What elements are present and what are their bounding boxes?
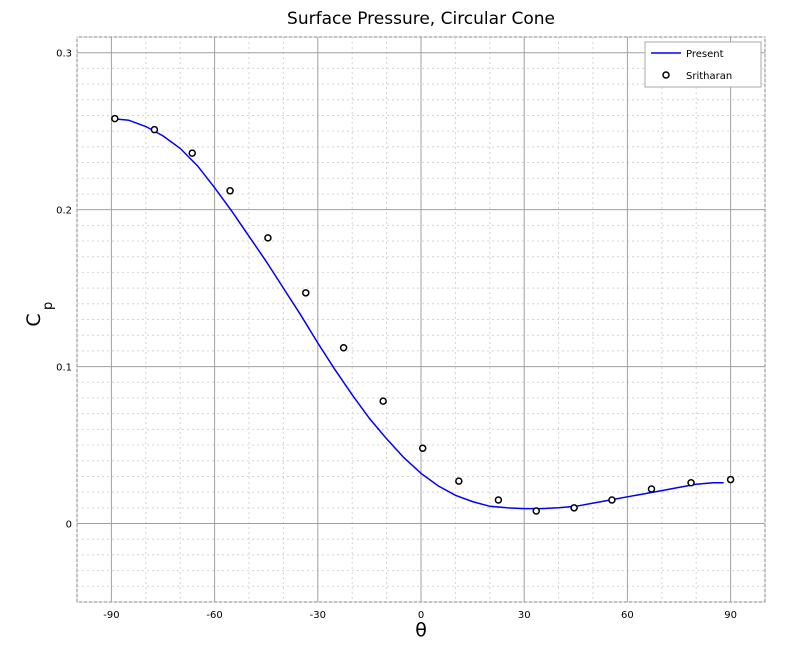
series-line-present	[111, 117, 724, 510]
data-point-sritharan	[418, 444, 427, 452]
x-tick-label: 30	[518, 610, 531, 621]
data-point-sritharan	[570, 504, 578, 512]
x-tick-label: -60	[206, 610, 222, 621]
legend-label-sritharan: Sritharan	[686, 71, 732, 82]
data-point-sritharan	[226, 187, 234, 195]
data-point-sritharan	[379, 397, 387, 405]
x-tick-label: 0	[418, 610, 424, 621]
y-axis-label: C p	[23, 302, 56, 327]
plot-area: -90 -60 -30 0 30 60 90 0 0.1 0.2 0.3	[56, 36, 766, 621]
data-point-sritharan	[188, 149, 196, 157]
x-tick-label: 90	[724, 610, 737, 621]
legend-label-present: Present	[686, 49, 724, 60]
data-point-sritharan	[302, 289, 310, 297]
data-point-sritharan	[608, 496, 616, 504]
data-point-sritharan	[264, 234, 272, 242]
data-point-sritharan	[726, 475, 735, 484]
legend-marker-sritharan	[662, 71, 670, 79]
x-tick-label: -90	[103, 610, 119, 621]
data-point-sritharan	[455, 477, 463, 485]
y-tick-label: 0	[66, 520, 72, 531]
x-tick-labels: -90 -60 -30 0 30 60 90	[103, 610, 737, 621]
data-point-sritharan	[111, 114, 119, 123]
data-point-sritharan	[494, 496, 503, 504]
y-tick-label: 0.1	[56, 363, 72, 374]
y-tick-label: 0.2	[56, 206, 72, 217]
x-tick-label: -30	[310, 610, 326, 621]
series-markers-sritharan	[111, 114, 735, 515]
y-axis-label-subscript: p	[41, 302, 56, 310]
data-point-sritharan	[647, 485, 656, 493]
x-tick-label: 60	[621, 610, 634, 621]
legend: Present Sritharan	[644, 41, 762, 88]
data-point-sritharan	[532, 507, 540, 515]
y-tick-label: 0.3	[56, 49, 72, 60]
chart-title: Surface Pressure, Circular Cone	[287, 9, 555, 29]
data-point-sritharan	[339, 344, 348, 352]
y-tick-labels: 0 0.1 0.2 0.3	[56, 49, 72, 531]
major-grid	[77, 37, 765, 602]
x-axis-label: θ	[415, 619, 427, 641]
data-point-sritharan	[150, 125, 159, 134]
y-axis-label-main: C	[23, 313, 45, 326]
minor-grid	[76, 36, 766, 603]
data-point-sritharan	[687, 478, 695, 487]
legend-box	[644, 41, 762, 88]
